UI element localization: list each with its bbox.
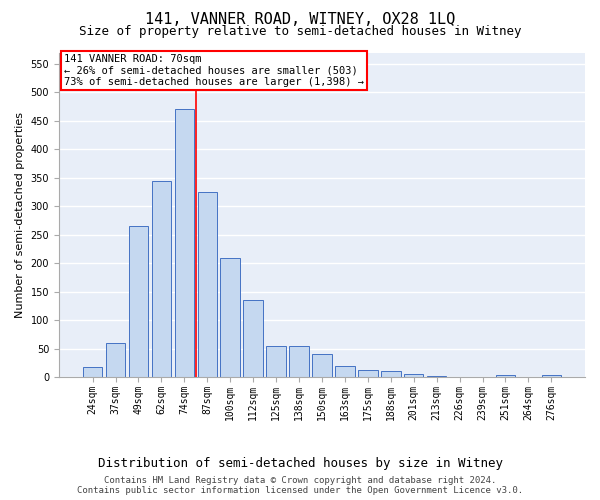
Bar (312, 354, 332, 377)
Bar (358, 370, 377, 377)
Text: 141, VANNER ROAD, WITNEY, OX28 1LQ: 141, VANNER ROAD, WITNEY, OX28 1LQ (145, 12, 455, 28)
Text: Contains HM Land Registry data © Crown copyright and database right 2024.
Contai: Contains HM Land Registry data © Crown c… (77, 476, 523, 495)
Y-axis label: Number of semi-detached properties: Number of semi-detached properties (15, 112, 25, 318)
Bar (266, 346, 286, 377)
Bar (197, 192, 217, 377)
Bar (244, 300, 263, 377)
Bar (427, 376, 446, 377)
Bar (220, 258, 240, 377)
Bar (152, 180, 171, 377)
Bar (542, 376, 561, 377)
Text: Distribution of semi-detached houses by size in Witney: Distribution of semi-detached houses by … (97, 458, 503, 470)
Bar (289, 346, 309, 377)
Bar (496, 376, 515, 377)
Bar (83, 367, 103, 377)
Bar (404, 374, 424, 377)
Text: 141 VANNER ROAD: 70sqm
← 26% of semi-detached houses are smaller (503)
73% of se: 141 VANNER ROAD: 70sqm ← 26% of semi-det… (64, 54, 364, 88)
Bar (128, 226, 148, 377)
Text: Size of property relative to semi-detached houses in Witney: Size of property relative to semi-detach… (79, 25, 521, 38)
Bar (106, 343, 125, 377)
Bar (381, 372, 401, 377)
Bar (175, 110, 194, 377)
Bar (335, 366, 355, 377)
